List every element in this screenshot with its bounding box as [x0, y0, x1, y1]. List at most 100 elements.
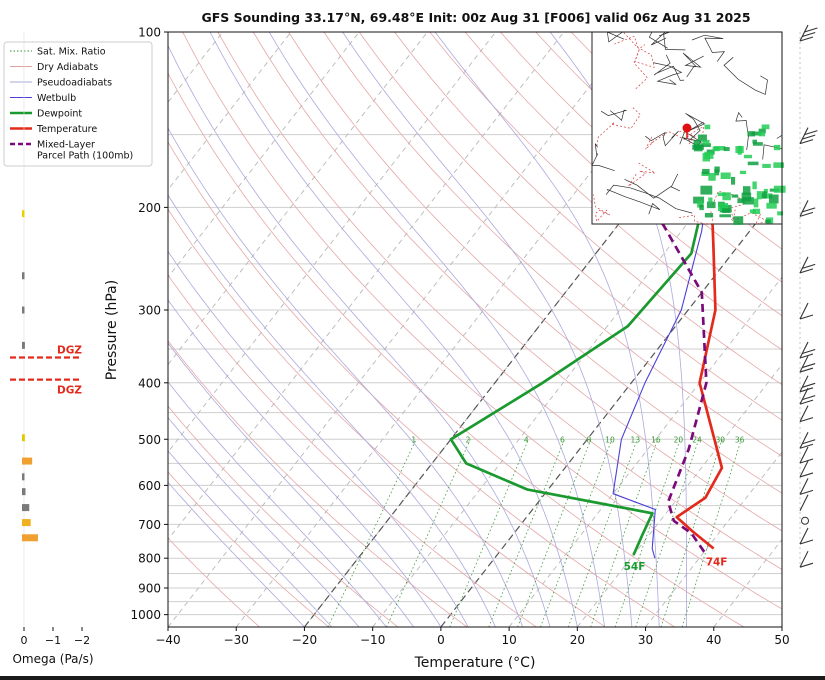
- x-tick-label: 50: [774, 633, 789, 647]
- pseudoadiabat-line: [168, 481, 305, 627]
- map-precip-cell: [773, 185, 786, 193]
- dry-adiabat-line: [168, 340, 468, 627]
- pseudoadiabat-line: [168, 381, 387, 627]
- map-contour: [679, 126, 705, 145]
- map-precip-cell: [713, 146, 726, 151]
- dry-adiabat-line: [182, 32, 782, 610]
- y-tick-label: 1000: [130, 608, 161, 622]
- x-tick-label: 10: [501, 633, 516, 647]
- map-contour: [593, 194, 611, 223]
- map-precip-cell: [699, 204, 704, 211]
- wind-barb: [799, 200, 809, 217]
- legend-label: Parcel Path (100mb): [37, 151, 133, 162]
- map-precip-cell: [712, 146, 720, 152]
- y-tick-label: 300: [138, 303, 161, 317]
- mixing-ratio-line: [540, 439, 613, 627]
- mixing-ratio-line: [567, 439, 638, 627]
- legend: Sat. Mix. Ratio Dry Adiabats Pseudoadiabat…: [3, 41, 153, 167]
- legend-label: Mixed-Layer: [37, 140, 95, 151]
- map-precip-cell: [743, 154, 752, 159]
- map-contour: [682, 52, 704, 78]
- wind-barb-flag: [799, 489, 814, 495]
- omega-tick-label: −1: [45, 634, 61, 647]
- map-precip-cell: [704, 124, 711, 130]
- x-tick-label: −30: [224, 633, 249, 647]
- map-precip-cell: [762, 163, 771, 168]
- wind-barb-flag: [802, 363, 816, 369]
- wind-barb-flag: [799, 211, 814, 217]
- map-precip-cell: [773, 162, 784, 168]
- wind-barb-flag: [799, 353, 814, 359]
- map-precip-cell: [762, 191, 767, 199]
- omega-bar: [22, 504, 30, 512]
- dry-adiabat-line: [358, 32, 782, 421]
- wind-barb-flag: [799, 314, 814, 320]
- mixing-ratio-label: 36: [735, 435, 745, 444]
- omega-bar: [22, 534, 38, 542]
- dry-adiabat-line: [168, 208, 606, 627]
- mixing-ratio-label: 2: [466, 435, 471, 444]
- omega-panel: 0 −1 −2 DGZ DGZ: [10, 32, 90, 647]
- map-precip-cell: [752, 208, 761, 215]
- map-precip-cell: [708, 197, 713, 203]
- map-precip-cell: [720, 172, 731, 180]
- wind-barb-flag: [802, 382, 816, 388]
- mixing-ratio-label: 13: [631, 435, 641, 444]
- map-precip-cell: [722, 192, 731, 201]
- map-precip-cell: [761, 193, 773, 199]
- y-tick-label: 600: [138, 479, 161, 493]
- dgz-label: DGZ: [57, 345, 82, 357]
- dry-adiabat-line: [500, 32, 782, 283]
- wind-barb: [799, 24, 809, 42]
- map-precip-cell: [768, 194, 779, 204]
- omega-bar: [22, 272, 25, 280]
- omega-bar: [22, 488, 26, 496]
- map-precip-cell: [704, 151, 714, 159]
- x-tick-label: 30: [638, 633, 653, 647]
- y-tick-label: 700: [138, 518, 161, 532]
- map-precip-cell: [717, 192, 727, 197]
- legend-label: Temperature: [36, 124, 97, 135]
- y-tick-label: 500: [138, 433, 161, 447]
- wind-barb: [799, 387, 809, 405]
- pseudoadiabat-line: [168, 250, 469, 627]
- axes: 74F 54F −40 −30 −20 −10 0 10 20 30 40 50 100 200 300 40…: [130, 26, 789, 648]
- dry-adiabat-line: [323, 32, 782, 457]
- x-tick-label: −20: [292, 633, 317, 647]
- wind-barb: [799, 256, 809, 274]
- x-tick-label: 0: [437, 633, 445, 647]
- background-grid: 1 2 4 6 8 10 13 16 20 24 30 36: [168, 32, 782, 627]
- y-axis-label: Pressure (hPa): [104, 280, 120, 380]
- map-contour: [735, 111, 749, 150]
- mixing-ratio-label: 16: [651, 435, 661, 444]
- wind-barb-flag: [802, 31, 816, 38]
- map-contour: [624, 173, 681, 199]
- map-precip-cell: [742, 197, 754, 205]
- map-precip-cell: [733, 216, 744, 225]
- mixing-ratio-label: 24: [692, 435, 702, 444]
- map-precip-cell: [692, 144, 704, 150]
- wind-barb-flag: [799, 36, 814, 42]
- wind-barb-flag: [799, 367, 814, 373]
- dry-adiabat-line: [168, 274, 537, 627]
- map-precip-cell: [747, 131, 756, 137]
- mixing-ratio-label: 4: [524, 435, 529, 444]
- window-bottom-edge: [0, 676, 825, 680]
- wind-barb-flag: [799, 417, 814, 423]
- x-axis-label: Temperature (°C): [414, 655, 536, 671]
- map-precip-cell: [766, 202, 777, 209]
- wind-barb-flag: [802, 439, 816, 445]
- omega-bar: [22, 210, 25, 218]
- isotherm-line: [440, 188, 782, 627]
- x-tick-label: 20: [570, 633, 585, 647]
- map-precip-cell: [739, 170, 747, 175]
- wind-barb-flag: [802, 348, 816, 355]
- legend-label: Pseudoadiabats: [37, 78, 112, 89]
- map-inset-precip: [692, 124, 786, 225]
- omega-bar: [22, 519, 31, 527]
- map-precip-cell: [697, 200, 704, 208]
- map-contour: [623, 32, 655, 68]
- wind-barb: [799, 527, 809, 545]
